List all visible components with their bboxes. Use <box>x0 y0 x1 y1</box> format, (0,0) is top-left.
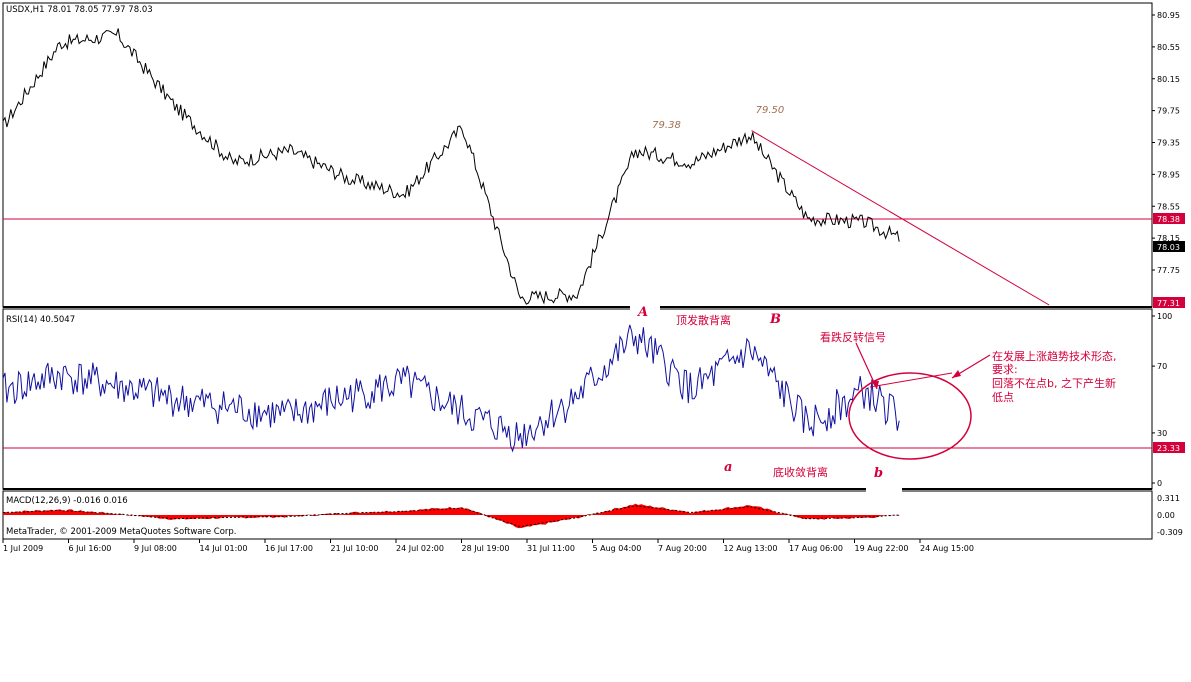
svg-text:23.33: 23.33 <box>1157 444 1180 453</box>
letter-a: a <box>724 460 732 475</box>
price-pane-frame <box>2 2 1153 308</box>
time-tick-label: 28 Jul 19:00 <box>462 544 510 553</box>
bottom-divergence-label: 底收敛背离 <box>773 465 828 479</box>
letter-B: B <box>769 312 781 327</box>
letter-A: A <box>636 305 648 320</box>
rsi-tick-label: 30 <box>1157 429 1167 438</box>
time-tick-label: 14 Jul 01:00 <box>200 544 248 553</box>
note-line-4: 低点 <box>992 391 1014 404</box>
time-tick-label: 7 Aug 20:00 <box>658 544 707 553</box>
price-tick-label: 78.15 <box>1157 234 1180 243</box>
letter-b: b <box>874 466 883 481</box>
time-tick-label: 12 Aug 13:00 <box>724 544 778 553</box>
highlight-circle <box>848 372 972 460</box>
price-annotation-peak-b: 79.50 <box>756 105 785 116</box>
price-axis: 80.95 80.55 80.15 79.75 79.35 78.95 78.55 78.15… <box>1152 11 1180 275</box>
time-tick-label: 24 Jul 02:00 <box>396 544 444 553</box>
note-line-3: 回落不在点b, 之下产生新 <box>992 376 1116 390</box>
time-tick-label: 16 Jul 17:00 <box>265 544 313 553</box>
rsi-axis: 100 70 30 0 <box>1152 312 1172 488</box>
rsi-tick-label: 0 <box>1157 479 1162 488</box>
price-header: USDX,H1 78.01 78.05 77.97 78.03 <box>6 5 153 15</box>
time-tick-label: 5 Aug 04:00 <box>593 544 642 553</box>
macd-axis: 0.311 0.00 -0.309 <box>1157 494 1183 537</box>
rsi-header: RSI(14) 40.5047 <box>6 315 75 325</box>
price-marker-box <box>1153 297 1185 308</box>
rsi-tick-label: 70 <box>1157 362 1167 371</box>
price-series-line <box>2 28 900 305</box>
price-tick-label: 79.75 <box>1157 107 1180 116</box>
price-marker-label: 77.31 <box>1157 299 1180 308</box>
note-line-2: 要求: <box>992 363 1018 376</box>
macd-tick-label: 0.311 <box>1157 494 1180 503</box>
time-axis: 1 Jul 2009 6 Jul 16:00 9 Jul 08:00 14 Jul 0… <box>2 539 974 553</box>
macd-signal-line <box>3 505 900 528</box>
macd-histogram <box>3 503 900 529</box>
time-tick-label: 31 Jul 11:00 <box>527 544 575 553</box>
macd-tick-label: -0.309 <box>1157 528 1183 537</box>
price-tick-label: 78.95 <box>1157 170 1180 179</box>
trendline <box>751 130 1050 306</box>
time-tick-label: 1 Jul 2009 <box>3 544 43 553</box>
rsi-series-line <box>2 324 900 453</box>
price-tick-label: 80.95 <box>1157 11 1180 20</box>
rsi-tick-label: 100 <box>1157 312 1172 321</box>
price-annotation-peak-a: 79.38 <box>652 120 681 131</box>
note-line-1: 在发展上涨趋势技术形态, <box>992 349 1117 363</box>
price-marker-label: 78.03 <box>1157 243 1180 252</box>
time-tick-label: 19 Aug 22:00 <box>855 544 909 553</box>
price-tick-label: 77.75 <box>1157 266 1180 275</box>
price-tick-label: 80.55 <box>1157 43 1180 52</box>
price-tick-label: 79.35 <box>1157 139 1180 148</box>
price-marker-box <box>1153 241 1185 252</box>
time-tick-label: 9 Jul 08:00 <box>134 544 177 553</box>
time-tick-label: 17 Aug 06:00 <box>789 544 843 553</box>
price-tick-label: 80.15 <box>1157 75 1180 84</box>
reversal-signal-label: 看跌反转信号 <box>820 330 886 344</box>
rsi-level-marker: 23.33 <box>1153 442 1185 453</box>
top-divergence-label: 顶发散背离 <box>676 313 731 327</box>
rsi-trendline <box>869 372 953 388</box>
copyright-text: MetaTrader, © 2001-2009 MetaQuotes Softw… <box>6 527 236 537</box>
price-marker-box <box>1153 213 1185 224</box>
price-tick-label: 78.55 <box>1157 202 1180 211</box>
price-markers: 78.38 78.03 77.31 <box>1153 213 1185 308</box>
time-tick-label: 21 Jul 10:00 <box>331 544 379 553</box>
macd-header: MACD(12,26,9) -0.016 0.016 <box>6 496 128 506</box>
macd-tick-label: 0.00 <box>1157 511 1175 520</box>
time-tick-label: 6 Jul 16:00 <box>69 544 112 553</box>
price-marker-label: 78.38 <box>1157 215 1180 224</box>
time-tick-label: 24 Aug 15:00 <box>920 544 974 553</box>
